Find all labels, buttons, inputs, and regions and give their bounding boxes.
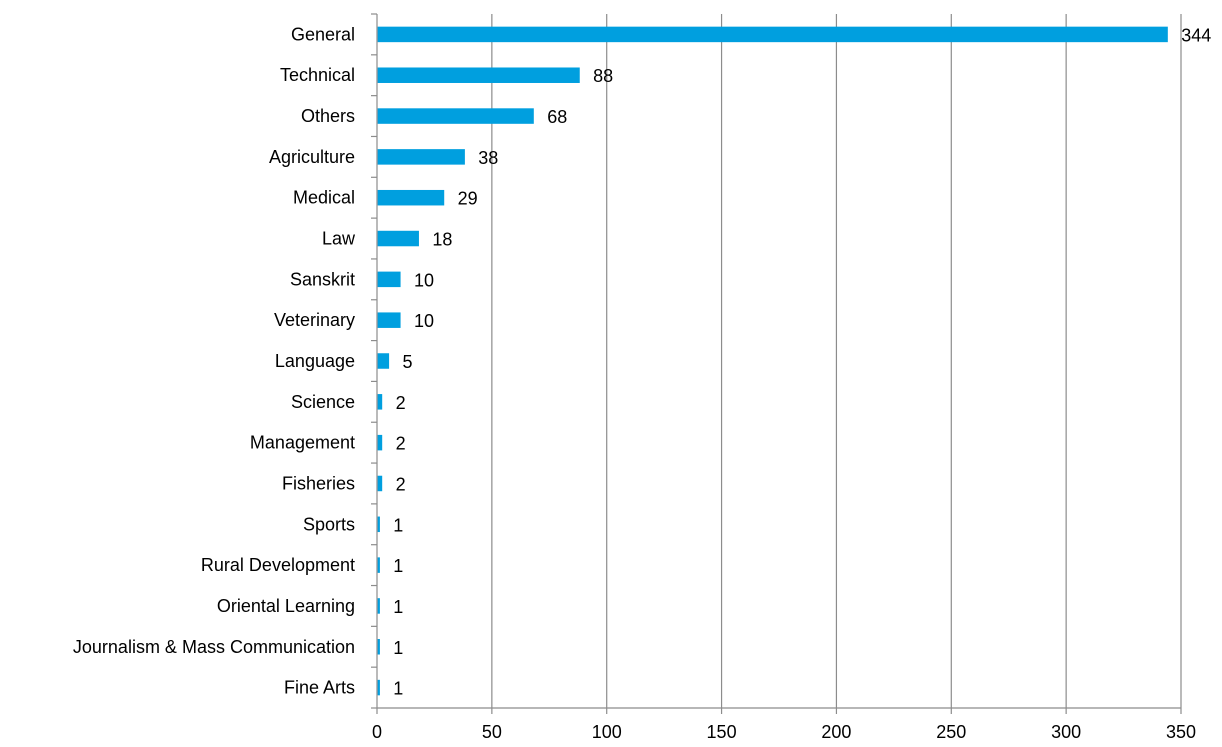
bar: [377, 271, 401, 288]
data-label: 29: [458, 189, 478, 209]
data-label: 1: [393, 515, 403, 535]
bar: [377, 230, 419, 247]
data-label: 1: [393, 597, 403, 617]
data-label: 344: [1181, 25, 1211, 45]
category-label: Others: [301, 106, 355, 126]
data-label: 1: [393, 638, 403, 658]
bar: [377, 189, 445, 206]
category-label: Fisheries: [282, 473, 355, 493]
x-tick-label: 0: [372, 722, 382, 742]
category-label: Medical: [293, 188, 355, 208]
x-tick-label: 200: [821, 722, 851, 742]
category-label: Management: [250, 433, 355, 453]
category-label: Sanskrit: [290, 269, 355, 289]
bar: [377, 557, 380, 573]
category-label: Oriental Learning: [217, 596, 355, 616]
category-label: Science: [291, 392, 355, 412]
bar: [377, 26, 1168, 43]
bar: [377, 149, 465, 165]
category-label: General: [291, 24, 355, 44]
data-label: 88: [593, 66, 613, 86]
bar: [377, 67, 580, 83]
bar: [377, 108, 534, 124]
category-label: Law: [322, 229, 356, 249]
category-label: Rural Development: [201, 555, 355, 575]
x-tick-label: 100: [592, 722, 622, 742]
x-tick-label: 150: [707, 722, 737, 742]
category-label: Agriculture: [269, 147, 355, 167]
data-label: 5: [402, 352, 412, 372]
data-label: 1: [393, 556, 403, 576]
bar: [377, 353, 390, 369]
bar: [377, 516, 380, 533]
data-label: 10: [414, 270, 434, 290]
category-label: Sports: [303, 514, 355, 534]
bar: [377, 475, 383, 492]
bar: [377, 312, 401, 328]
gridlines: [491, 14, 1182, 708]
x-tick-label: 50: [482, 722, 502, 742]
labels: 0 50 100 150 200 250 300 350 General 344 Technical…: [73, 24, 1211, 742]
data-label: 38: [478, 148, 498, 168]
bar: [377, 598, 380, 614]
data-label: 1: [393, 679, 403, 699]
bar: [377, 679, 380, 696]
data-label: 10: [414, 311, 434, 331]
bar: [377, 639, 380, 655]
category-label: Technical: [280, 65, 355, 85]
bar: [377, 394, 383, 410]
axes: [371, 13, 1182, 714]
data-label: 68: [547, 107, 567, 127]
bars: [377, 26, 1168, 696]
data-label: 2: [396, 434, 406, 454]
x-tick-label: 350: [1166, 722, 1196, 742]
data-label: 2: [396, 393, 406, 413]
x-tick-label: 250: [936, 722, 966, 742]
bar: [377, 434, 383, 451]
category-label: Language: [275, 351, 355, 371]
data-label: 18: [432, 230, 452, 250]
category-label: Fine Arts: [284, 678, 355, 698]
category-label: Journalism & Mass Communication: [73, 637, 355, 657]
data-label: 2: [396, 474, 406, 494]
x-tick-label: 300: [1051, 722, 1081, 742]
category-label: Veterinary: [274, 310, 355, 330]
